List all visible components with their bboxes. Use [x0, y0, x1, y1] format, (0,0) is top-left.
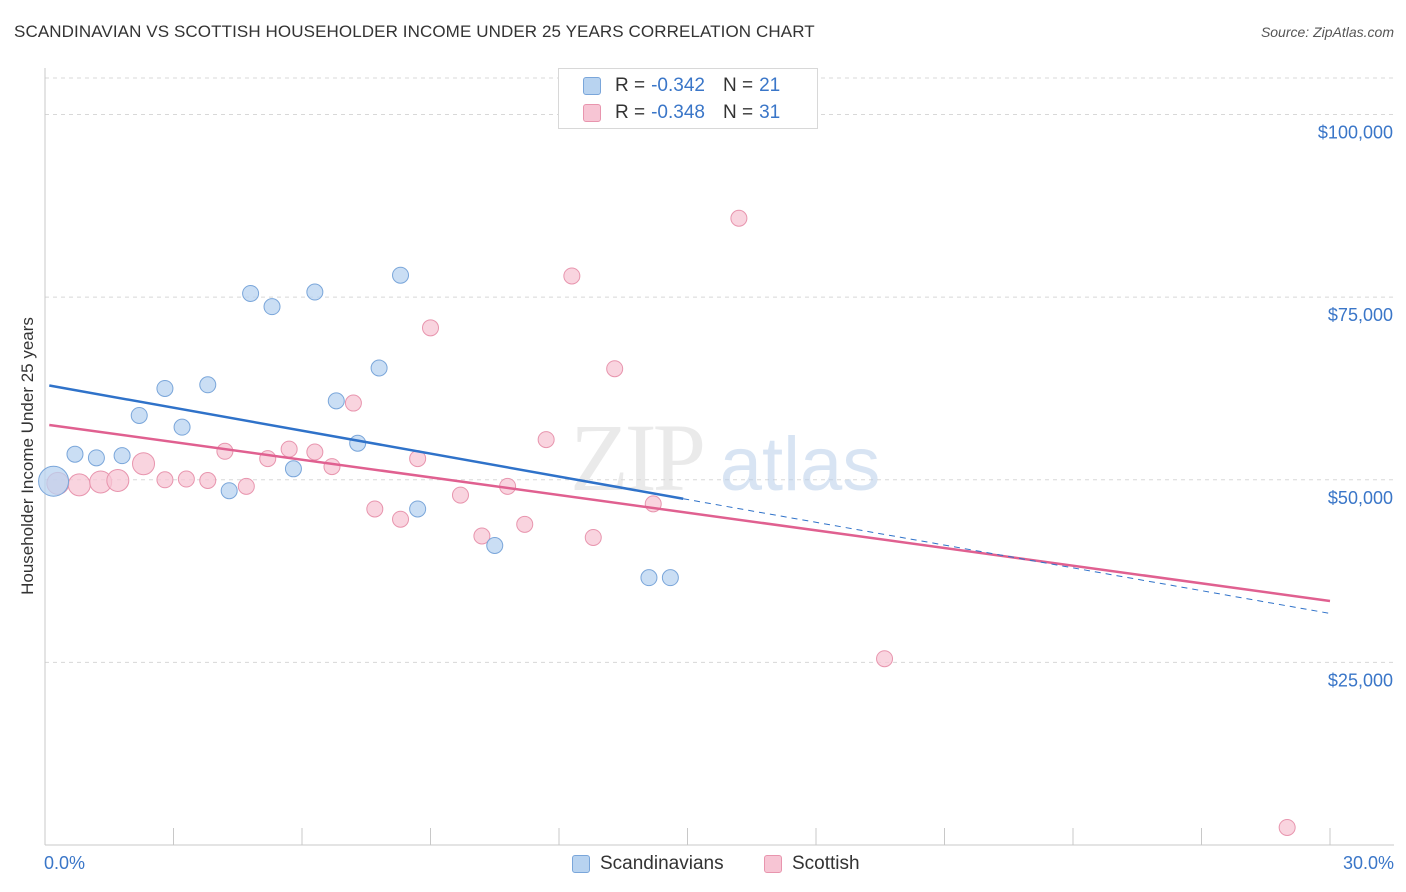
data-point-scottish: [237, 477, 255, 495]
data-point-scottish: [584, 528, 602, 546]
data-point-scottish: [344, 394, 362, 412]
data-point-scottish: [451, 486, 469, 504]
data-point-scottish: [876, 650, 894, 668]
data-point-scandinavian: [640, 569, 658, 587]
source-label: Source: ZipAtlas.com: [1260, 24, 1394, 40]
data-point-scandinavian: [392, 266, 410, 284]
bottom-legend-scandinavians[interactable]: Scandinavians: [572, 851, 724, 877]
watermark-atlas: atlas: [720, 422, 881, 507]
legend-swatch-scottish: [764, 855, 782, 873]
data-point-scottish: [422, 319, 439, 337]
data-point-scandinavian: [113, 447, 131, 465]
data-point-scandinavian: [349, 434, 367, 452]
data-point-scottish: [132, 452, 156, 476]
data-point-scottish: [366, 500, 384, 518]
data-point-scottish: [1278, 818, 1296, 836]
data-point-scottish: [563, 267, 581, 285]
x-tick-label-min: 0.0%: [44, 853, 86, 873]
data-point-scandinavian: [486, 537, 504, 555]
y-tick-label: $25,000: [1328, 670, 1393, 690]
data-point-scandinavian: [220, 482, 238, 500]
data-point-scandinavian: [87, 449, 105, 467]
watermark: ZIP atlas: [570, 404, 880, 511]
data-point-scottish: [516, 515, 534, 533]
data-point-scandinavian: [199, 376, 217, 394]
data-point-scandinavian: [173, 418, 191, 436]
legend-swatch-scottish: [583, 104, 601, 122]
data-point-scandinavian: [38, 465, 70, 497]
trend-line-scandinavians: [49, 384, 684, 500]
chart-title: SCANDINAVIAN VS SCOTTISH HOUSEHOLDER INC…: [14, 22, 815, 41]
grid-lines: [45, 77, 1394, 663]
data-point-scandinavian: [370, 359, 388, 377]
data-point-scottish: [216, 442, 234, 460]
data-point-scandinavian: [242, 284, 260, 302]
legend-n-label: N =: [722, 75, 754, 96]
y-tick-label: $100,000: [1318, 123, 1393, 143]
legend-r-value: -0.342: [651, 75, 705, 96]
watermark-zip: ZIP: [570, 404, 703, 511]
data-point-scottish: [606, 360, 624, 378]
data-point-scandinavian: [661, 569, 679, 587]
legend-n-value: 31: [759, 102, 781, 123]
legend-row-scottish: R = -0.348 N = 31: [583, 101, 780, 125]
data-point-scandinavian: [66, 445, 84, 463]
data-point-scandinavian: [306, 283, 324, 301]
series-scandinavians: [38, 266, 679, 587]
legend-r-label: R =: [615, 102, 646, 123]
data-point-scottish: [67, 473, 91, 497]
axes: $25,000 $50,000 $75,000 $100,000: [44, 68, 1394, 846]
data-point-scottish: [199, 471, 217, 489]
legend-row-scandinavians: R = -0.342 N = 21: [583, 74, 780, 98]
legend-n-label: N =: [722, 102, 754, 123]
data-point-scottish: [392, 510, 410, 528]
legend-r-label: R =: [615, 75, 646, 96]
data-point-scottish: [156, 471, 174, 489]
data-point-scandinavian: [327, 392, 345, 410]
data-point-scandinavian: [156, 379, 174, 397]
data-point-scandinavian: [263, 298, 281, 316]
data-point-scandinavian: [130, 406, 148, 424]
trend-lines: [49, 384, 1331, 614]
data-point-scottish: [280, 440, 298, 458]
legend-swatch-scandinavians: [583, 77, 601, 95]
data-point-scandinavian: [284, 460, 302, 478]
legend-n-value: 21: [759, 75, 781, 96]
legend-r-value: -0.348: [651, 102, 705, 123]
series-scottish: [46, 209, 1296, 836]
data-point-scottish: [177, 470, 195, 488]
data-point-scottish: [730, 209, 748, 227]
data-point-scandinavian: [409, 500, 427, 518]
x-tick-label-max: 30.0%: [1342, 853, 1394, 873]
data-point-scottish: [306, 443, 324, 461]
trend-line-scottish: [49, 423, 1331, 603]
y-tick-label: $75,000: [1328, 305, 1393, 325]
legend-label-scottish: Scottish: [792, 853, 860, 874]
legend: R = -0.342 N = 21 R = -0.348 N = 31: [558, 68, 818, 129]
legend-swatch-scandinavians: [572, 855, 590, 873]
data-point-scottish: [537, 431, 555, 449]
data-point-scottish: [473, 527, 491, 545]
data-point-scottish: [106, 468, 130, 492]
data-point-scottish: [323, 458, 341, 476]
bottom-legend-scottish[interactable]: Scottish: [764, 851, 860, 877]
legend-label-scandinavians: Scandinavians: [600, 853, 724, 874]
y-tick-label: $50,000: [1328, 488, 1393, 508]
